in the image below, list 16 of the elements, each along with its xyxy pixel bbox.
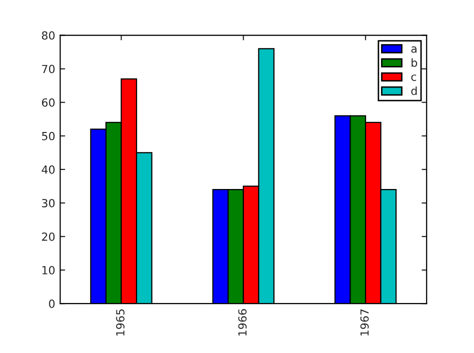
x-tick-label: 1966 [238, 309, 247, 336]
y-tick-label: 10 [42, 266, 55, 274]
y-tick-label: 20 [42, 232, 55, 241]
legend-label: a [411, 46, 416, 53]
y-tick-label: 70 [42, 64, 55, 74]
y-tick-label: 30 [42, 198, 55, 208]
y-tick-label: 60 [42, 98, 55, 107]
x-tick-label: 1967 [360, 309, 369, 336]
legend-label: c [411, 74, 416, 81]
legend-label: b [412, 58, 418, 67]
y-tick-label: 0 [49, 300, 55, 308]
legend-label: d [411, 86, 417, 96]
y-tick-label: 50 [42, 132, 55, 140]
x-tick-label: 1965 [116, 309, 124, 336]
y-tick-label: 40 [42, 165, 55, 174]
y-tick-label: 80 [42, 31, 55, 40]
